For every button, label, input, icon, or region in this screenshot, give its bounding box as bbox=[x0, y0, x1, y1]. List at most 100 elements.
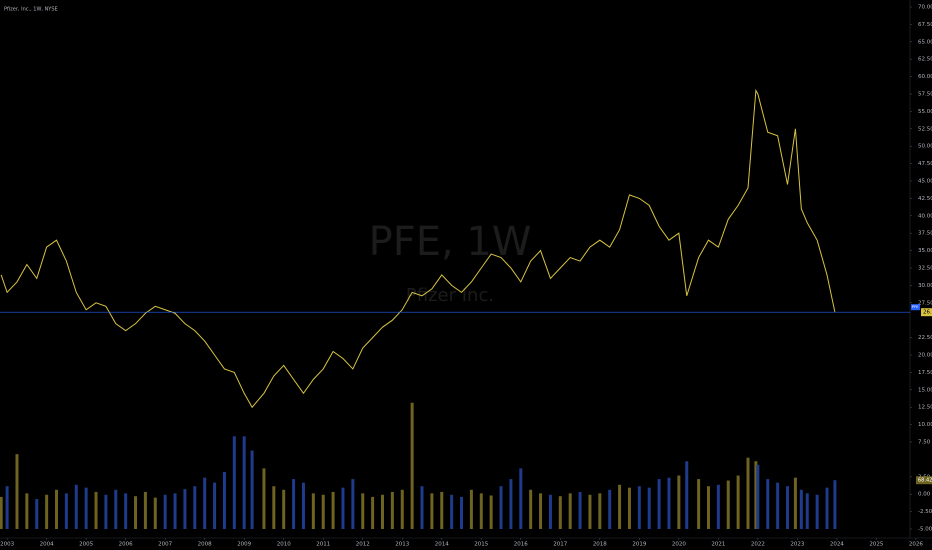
volume-bar bbox=[213, 482, 217, 529]
volume-bar bbox=[143, 491, 147, 529]
volume-bar bbox=[361, 493, 365, 529]
x-tick-label: 2009 bbox=[237, 542, 251, 548]
volume-bar bbox=[529, 489, 533, 529]
volume-bar bbox=[815, 494, 819, 529]
last-price-label: 26.15 bbox=[923, 310, 932, 316]
volume-bar bbox=[756, 464, 760, 529]
volume-bar bbox=[124, 493, 128, 529]
x-tick-label: 2018 bbox=[593, 542, 607, 548]
y-tick-label: 35.00 bbox=[918, 248, 932, 254]
watermark: PFE, 1W bbox=[369, 219, 532, 265]
volume-bar bbox=[114, 489, 118, 529]
ticker-tag bbox=[911, 304, 920, 311]
volume-bar bbox=[321, 494, 325, 529]
volume-bar bbox=[242, 436, 246, 529]
volume-bar bbox=[618, 484, 622, 529]
volume-bar bbox=[608, 489, 612, 529]
volume-bar bbox=[15, 454, 19, 529]
last-volume-tag bbox=[916, 476, 932, 485]
volume-bar bbox=[0, 496, 3, 529]
chart-title: Pfizer, Inc., 1W, NYSE bbox=[4, 7, 58, 13]
volume-bar bbox=[400, 489, 404, 529]
volume-bar bbox=[706, 486, 710, 529]
y-tick-label: 40.00 bbox=[918, 213, 932, 219]
x-tick-label: 2011 bbox=[316, 542, 330, 548]
volume-bar bbox=[84, 487, 88, 529]
y-tick-label: 37.50 bbox=[918, 231, 932, 237]
y-tick-label: 62.50 bbox=[918, 57, 932, 63]
volume-bar bbox=[667, 477, 671, 529]
volume-bar bbox=[232, 436, 236, 529]
volume-bar bbox=[825, 487, 829, 529]
last-volume-label: 68.426M bbox=[918, 478, 932, 484]
volume-bar bbox=[440, 491, 444, 529]
volume-bar bbox=[173, 493, 177, 529]
volume-bar bbox=[301, 482, 305, 529]
y-tick-label: 15.00 bbox=[918, 387, 932, 393]
volume-bar bbox=[499, 486, 503, 529]
y-tick-label: 27.50 bbox=[918, 300, 932, 306]
y-tick-label: 0.00 bbox=[918, 492, 931, 498]
x-tick-label: 2016 bbox=[514, 542, 528, 548]
y-tick-label: 65.00 bbox=[918, 39, 932, 45]
volume-bar bbox=[351, 479, 355, 529]
x-tick-label: 2020 bbox=[672, 542, 686, 548]
volume-bar bbox=[262, 468, 266, 529]
volume-bar bbox=[519, 468, 523, 529]
volume-bar bbox=[183, 489, 187, 529]
volume-bar bbox=[558, 496, 562, 529]
x-tick-label: 2014 bbox=[435, 542, 449, 548]
volume-bar bbox=[627, 487, 631, 529]
volume-bar bbox=[833, 480, 837, 529]
volume-bar bbox=[193, 486, 197, 529]
volume-bar bbox=[479, 493, 483, 529]
y-tick-label: 60.00 bbox=[918, 74, 932, 80]
y-tick-label: 67.50 bbox=[918, 22, 932, 28]
volume-bar bbox=[420, 486, 424, 529]
volume-bar bbox=[250, 450, 254, 529]
volume-bar bbox=[282, 489, 286, 529]
volume-bar bbox=[568, 493, 572, 529]
volume-bar bbox=[203, 477, 207, 529]
volume-bar bbox=[341, 487, 345, 529]
y-tick-label: 52.50 bbox=[918, 126, 932, 132]
volume-bar bbox=[726, 480, 730, 529]
x-tick-label: 2026 bbox=[909, 542, 923, 548]
x-tick-label: 2004 bbox=[40, 542, 54, 548]
y-tick-label: 30.00 bbox=[918, 283, 932, 289]
volume-bar bbox=[697, 479, 701, 529]
volume-bar bbox=[74, 484, 78, 529]
x-tick-label: 2021 bbox=[711, 542, 725, 548]
volume-bar bbox=[55, 489, 59, 529]
y-tick-label: 42.50 bbox=[918, 196, 932, 202]
volume-bar bbox=[460, 496, 464, 529]
price-line bbox=[0, 88, 836, 409]
y-tick-label: 55.00 bbox=[918, 109, 932, 115]
volume-bar bbox=[311, 493, 315, 529]
x-tick-label: 2005 bbox=[79, 542, 93, 548]
x-tick-label: 2017 bbox=[553, 542, 567, 548]
x-tick-label: 2025 bbox=[869, 542, 883, 548]
volume-bar bbox=[331, 491, 335, 529]
volume-bar bbox=[45, 494, 49, 529]
x-tick-label: 2022 bbox=[751, 542, 765, 548]
x-tick-label: 2013 bbox=[395, 542, 409, 548]
volume-bar bbox=[793, 477, 797, 529]
x-tick-label: 2019 bbox=[632, 542, 646, 548]
y-tick-label: 45.00 bbox=[918, 179, 932, 185]
volume-bar bbox=[509, 479, 513, 529]
y-tick-label: 17.50 bbox=[918, 370, 932, 376]
watermark-subtitle: Pfizer Inc. bbox=[406, 285, 494, 306]
volume-bar bbox=[805, 493, 809, 529]
volume-bar bbox=[539, 493, 543, 529]
x-tick-label: 2003 bbox=[0, 542, 14, 548]
x-tick-label: 2007 bbox=[158, 542, 172, 548]
y-tick-label: 57.50 bbox=[918, 92, 932, 98]
x-tick-label: 2023 bbox=[790, 542, 804, 548]
volume-bar bbox=[776, 482, 780, 529]
x-tick-label: 2012 bbox=[356, 542, 370, 548]
x-tick-label: 2008 bbox=[198, 542, 212, 548]
x-tick-label: 2024 bbox=[830, 542, 844, 548]
volume-bar bbox=[746, 457, 750, 529]
